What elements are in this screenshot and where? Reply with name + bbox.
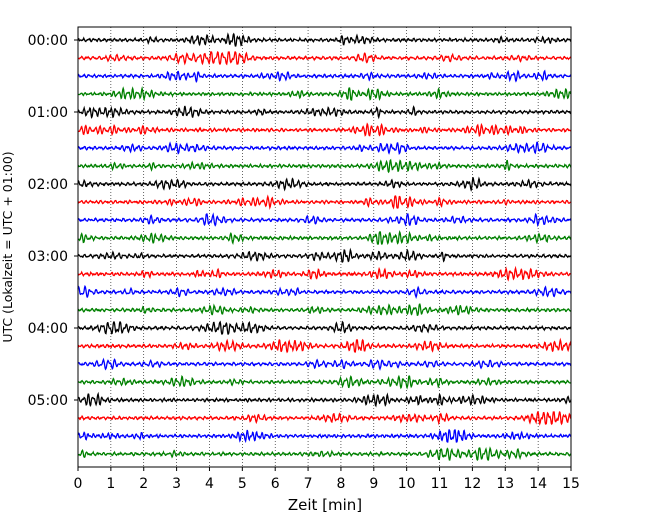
x-ticks: 0 1 2 3 4 5 6 7 8 9 10 11 12 13 14 15	[74, 467, 580, 492]
trace-7	[77, 158, 572, 174]
y-tick-label: 00:00	[28, 33, 68, 49]
trace-21	[77, 411, 572, 426]
plot-frame	[77, 26, 572, 468]
trace-6	[77, 141, 572, 156]
seismic-traces	[77, 32, 572, 462]
y-axis-label: UTC (Lokalzeit = UTC + 01:00)	[0, 151, 15, 342]
x-tick-label: 7	[304, 476, 313, 492]
trace-11	[77, 229, 572, 246]
x-tick-label: 4	[205, 476, 214, 492]
trace-0	[77, 32, 572, 47]
y-tick-label: 02:00	[28, 177, 68, 193]
y-tick-label: 01:00	[28, 105, 68, 121]
x-tick-label: 9	[369, 476, 378, 492]
x-tick-label: 14	[529, 476, 547, 492]
trace-3	[77, 85, 572, 102]
trace-15	[77, 303, 572, 316]
trace-16	[77, 320, 572, 335]
trace-19	[77, 374, 572, 390]
trace-1	[77, 51, 572, 66]
y-tick-label: 04:00	[28, 321, 68, 337]
x-tick-label: 8	[336, 476, 345, 492]
x-tick-label: 6	[271, 476, 280, 492]
trace-23	[77, 446, 572, 462]
x-tick-label: 2	[139, 476, 148, 492]
x-tick-label: 12	[463, 476, 481, 492]
y-ticks: 00:00 01:00 02:00 03:00 04:00 05:00	[28, 33, 78, 409]
trace-13	[77, 265, 572, 282]
x-tick-label: 13	[496, 476, 514, 492]
x-axis-label: Zeit [min]	[288, 496, 362, 514]
trace-14	[77, 284, 572, 299]
y-tick-label: 03:00	[28, 249, 68, 265]
trace-5	[77, 122, 572, 138]
trace-10	[77, 212, 572, 228]
x-tick-label: 3	[172, 476, 181, 492]
y-tick-label: 05:00	[28, 393, 68, 409]
x-tick-label: 11	[431, 476, 449, 492]
trace-20	[77, 391, 572, 408]
trace-22	[77, 429, 572, 444]
trace-12	[77, 247, 572, 263]
x-tick-label: 0	[74, 476, 83, 492]
x-tick-label: 1	[106, 476, 115, 492]
x-tick-label: 10	[398, 476, 416, 492]
trace-17	[77, 337, 572, 354]
trace-8	[77, 176, 572, 192]
x-tick-label: 15	[562, 476, 580, 492]
x-tick-label: 5	[238, 476, 247, 492]
trace-9	[77, 194, 572, 210]
grid-lines	[110, 27, 539, 467]
trace-18	[77, 357, 572, 371]
trace-2	[77, 69, 572, 84]
trace-4	[77, 105, 572, 120]
